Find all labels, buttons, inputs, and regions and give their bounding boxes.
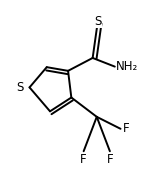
Text: NH₂: NH₂	[116, 60, 138, 73]
Text: F: F	[80, 153, 87, 166]
Text: F: F	[123, 122, 130, 135]
Text: S: S	[16, 81, 23, 94]
Text: F: F	[107, 153, 113, 166]
Text: S: S	[94, 15, 101, 28]
